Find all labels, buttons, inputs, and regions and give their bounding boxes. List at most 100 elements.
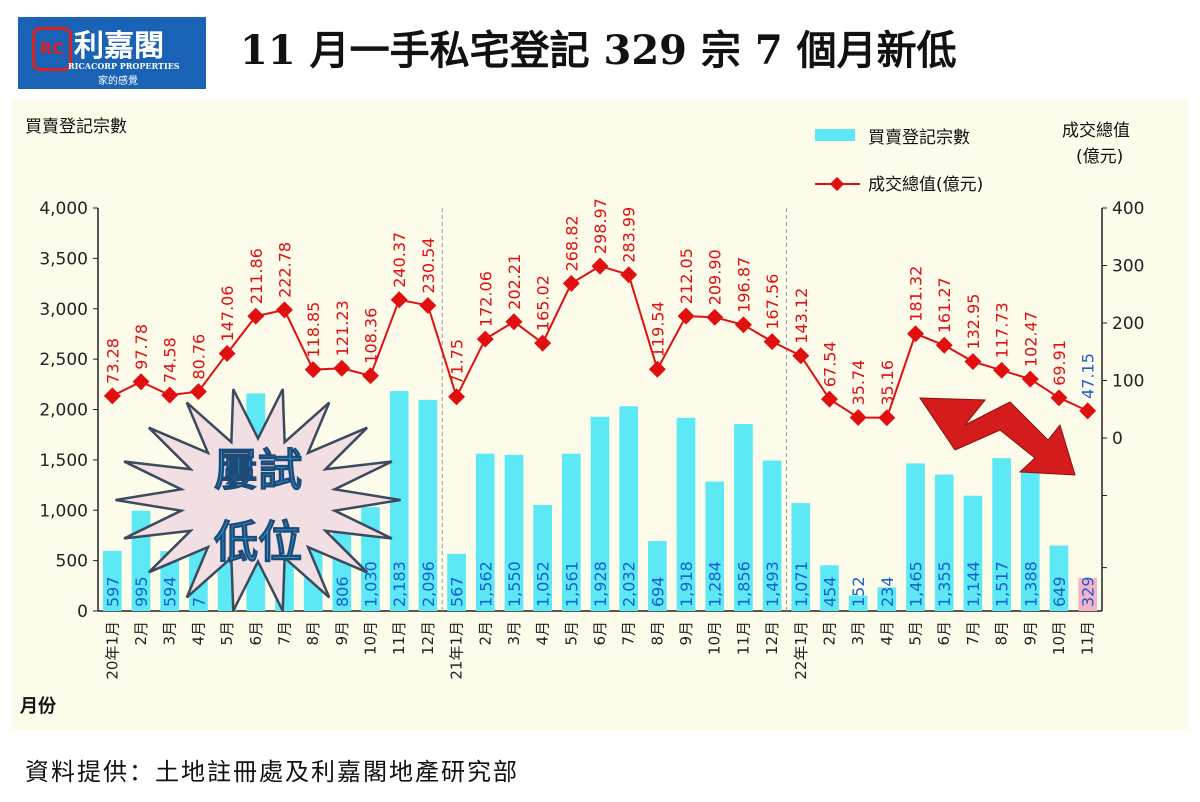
bar-label: 1,562 [476,561,495,607]
legend-bar-swatch [815,129,855,141]
x-tick-label: 7月 [275,621,293,646]
source-note: 資料提供：土地註冊處及利嘉閣地產研究部 [25,758,519,786]
logo-slogan: 家的感覺 [98,76,138,87]
line-point [448,388,466,406]
line-label: 143.12 [792,288,811,344]
bar-label: 597 [103,576,122,607]
bar-label: 1,071 [792,561,811,607]
x-tick-label: 4月 [534,621,552,646]
line-point [362,367,379,385]
bar-label: 1,550 [505,561,524,607]
x-tick-label: 5月 [907,621,925,646]
x-tick-label: 9月 [677,621,695,646]
x-tick-label: 9月 [333,621,351,646]
line-label: 117.73 [993,302,1012,358]
starburst-callout [115,388,401,612]
y2-tick-label: 200 [1112,314,1144,334]
x-tick-label: 11月 [1079,621,1097,655]
line-label: 35.16 [878,360,897,406]
line-label: 202.21 [505,254,524,310]
line-label: 67.54 [820,341,839,387]
line-label: 181.32 [907,266,926,322]
line-label: 97.78 [132,324,151,370]
bar [561,453,581,611]
line-label: 71.75 [448,339,467,385]
line-label: 165.02 [534,275,553,331]
bar [762,460,782,611]
x-tick-label: 3月 [161,621,179,646]
line-point [161,386,179,404]
ricacorp-logo: RC 利嘉閣 RICACORP PROPERTIES 家的感覺 [18,17,206,89]
line-label: 211.86 [247,248,266,304]
bar [475,453,495,611]
bar [705,481,725,611]
line-point [1050,389,1068,407]
bar-label: 1,465 [907,561,926,607]
x-tick-label: 4月 [189,621,207,646]
line-point [103,387,121,405]
line-label: 69.91 [1050,340,1069,386]
line-label: 47.15 [1079,353,1098,399]
line-point [275,301,293,319]
y2-tick-label: 400 [1112,199,1144,219]
y2-tick-label: 100 [1112,372,1144,392]
down-trend-arrow [919,397,1076,476]
x-tick-label: 2月 [132,621,150,646]
line-point [935,336,953,354]
x-tick-label: 6月 [247,621,265,646]
bar-label: 1,284 [706,561,725,607]
bar-label: 806 [333,576,352,607]
bar-label: 2,032 [620,561,639,607]
bar-label: 1,856 [734,561,753,607]
x-tick-label: 3月 [849,621,867,646]
line-point [218,344,236,362]
line-label: 230.54 [419,237,438,293]
x-tick-label: 2月 [820,621,838,646]
line-point [792,347,810,365]
x-tick-label: 8月 [648,621,666,646]
bar [1049,545,1069,611]
x-tick-label: 9月 [1021,621,1039,646]
bar-label: 234 [878,576,897,607]
bar [418,399,438,611]
bar [590,416,610,611]
line-label: 80.76 [189,334,208,380]
bar-label: 7 [189,597,208,607]
y-tick-label: 4,000 [39,199,88,219]
bar [1020,471,1040,611]
bar-label: 2,183 [390,561,409,607]
line-point [304,361,322,379]
page-title: 11 月一手私宅登記 329 宗 7 個月新低 [240,27,957,74]
x-tick-label: 6月 [935,621,953,646]
bar [877,587,897,611]
bar-label: 1,493 [763,561,782,607]
x-tick-label: 8月 [993,621,1011,646]
x-tick-label: 8月 [304,621,322,646]
line-point [763,333,781,351]
bar [676,417,696,611]
line-label: 118.85 [304,302,323,358]
line-point [1021,370,1039,388]
line-label: 222.78 [275,242,294,298]
y-axis-title: 買賣登記宗數 [25,117,127,137]
bar [103,550,122,611]
line-label: 240.37 [390,232,409,288]
bar-label: 1,517 [993,561,1012,607]
y-tick-label: 1,500 [39,451,88,471]
x-tick-label: 11月 [390,621,408,655]
line-label: 73.28 [103,338,122,384]
bar [1078,577,1097,611]
y-tick-label: 3,500 [39,249,88,269]
legend-line-marker [829,176,845,192]
x-tick-label: 20年1月 [103,621,121,680]
line-point [907,325,925,343]
bar [934,474,954,611]
bar [504,454,524,611]
line-point [390,291,408,309]
x-tick-label: 7月 [964,621,982,646]
x-tick-label: 2月 [476,621,494,646]
x-tick-label: 5月 [562,621,580,646]
x-tick-label: 10月 [706,621,724,655]
bar-label: 567 [448,576,467,607]
line-point [333,359,351,377]
